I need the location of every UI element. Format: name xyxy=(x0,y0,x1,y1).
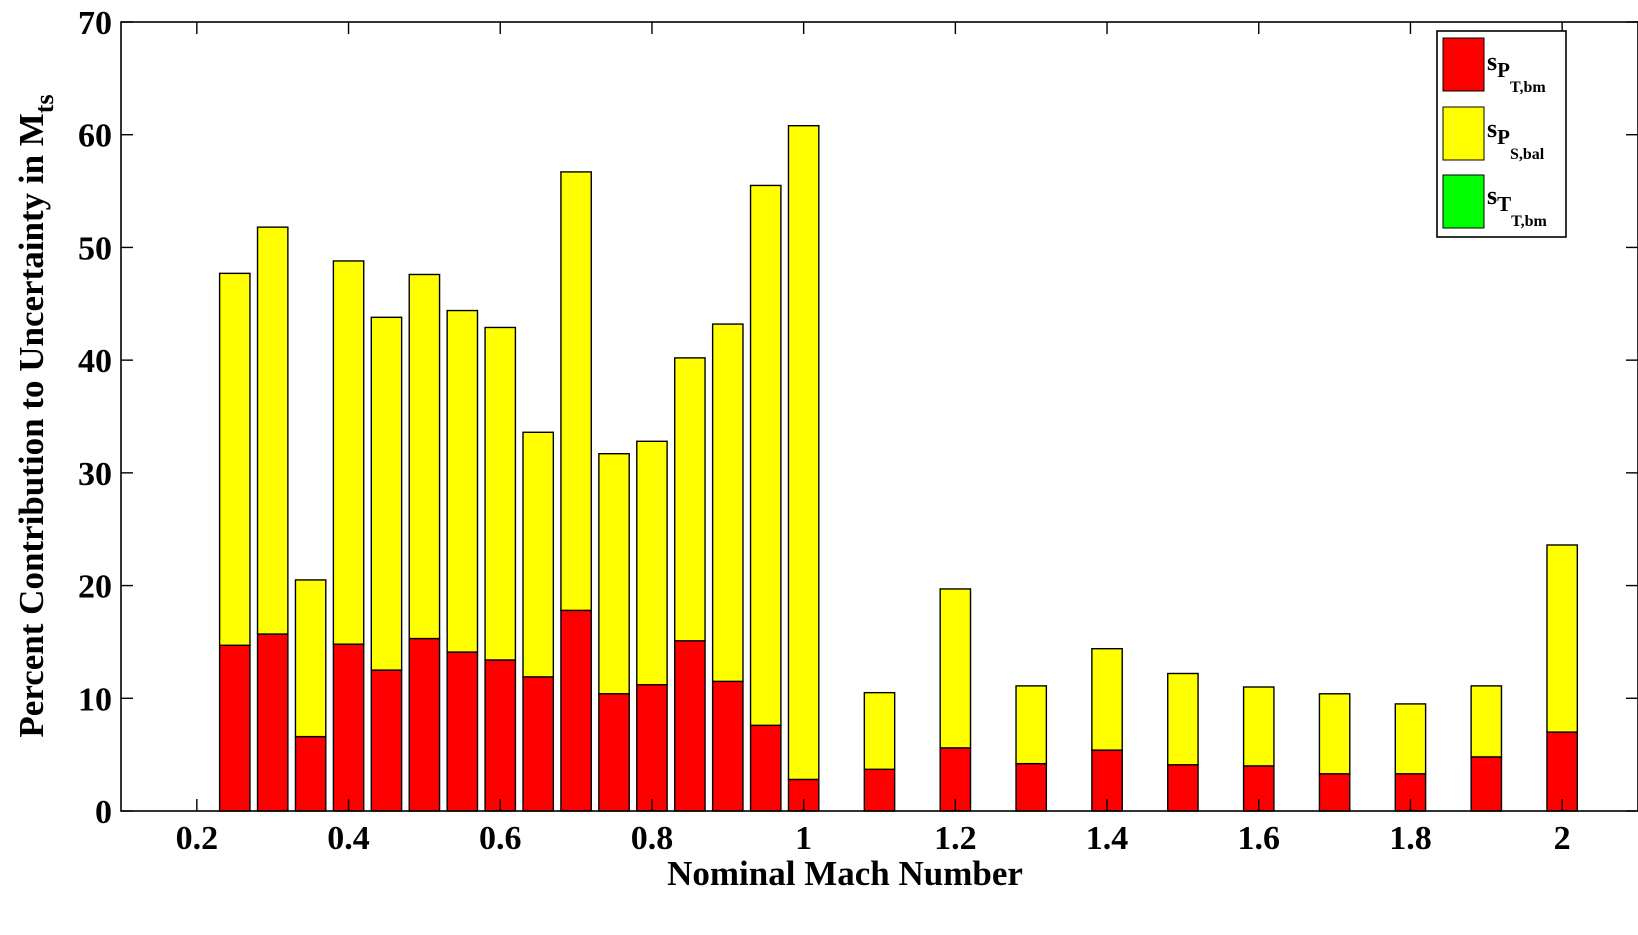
legend-item-2: sPS,bal xyxy=(1442,106,1545,163)
bar-segment-s1-15 xyxy=(749,724,782,812)
x-tick-label: 1.6 xyxy=(1238,820,1281,857)
y-tick-label: 60 xyxy=(78,118,112,155)
legend-label-1: sPT,bm xyxy=(1487,47,1546,96)
legend: sPT,bm sPS,bal sTT,bm xyxy=(1436,30,1567,238)
legend-item-3: sTT,bm xyxy=(1442,174,1548,230)
bar-segment-s2-17 xyxy=(863,691,896,771)
y-tick-label: 10 xyxy=(78,681,112,718)
y-axis-title: Percent Contribution to Uncertainty in M… xyxy=(12,94,59,737)
y-tick-label: 20 xyxy=(78,569,112,606)
bar-segment-s2-8 xyxy=(484,326,517,661)
y-tick-label: 0 xyxy=(95,794,112,831)
y-tick-label: 40 xyxy=(78,343,112,380)
bar-segment-s1-3 xyxy=(294,735,327,812)
x-tick-label: 1.2 xyxy=(934,820,977,857)
y-tick-label: 30 xyxy=(78,456,112,493)
y-tick-label: 70 xyxy=(78,5,112,42)
x-tick-labels: 0.2 0.4 0.6 0.8 1 1.2 1.4 1.6 1.8 2 xyxy=(176,820,1571,857)
bar-segment-s1-11 xyxy=(598,693,630,812)
bar-segment-s1-13 xyxy=(674,640,706,812)
y-axis-title-main: Percent Contribution to Uncertainty in M xyxy=(12,113,51,737)
bar-segment-s2-9 xyxy=(522,431,555,678)
bar-segment-s2-6 xyxy=(408,273,441,640)
bar-segment-s2-11 xyxy=(598,453,630,695)
legend-item-1: sPT,bm xyxy=(1442,37,1546,96)
bar-segment-s1-10 xyxy=(560,609,592,812)
legend-swatch-2 xyxy=(1442,106,1485,161)
bar-segment-s1-23 xyxy=(1318,773,1351,812)
x-tick-label: 1.4 xyxy=(1086,820,1129,857)
ticks-layer xyxy=(121,21,1638,812)
bar-segment-s1-21 xyxy=(1167,764,1199,812)
bar-segment-s1-17 xyxy=(863,768,896,812)
x-tick-label: 2 xyxy=(1554,820,1571,857)
y-tick-labels: 0 10 20 30 40 50 60 70 xyxy=(78,5,112,831)
bar-segment-s2-25 xyxy=(1470,685,1503,758)
bar-segment-s2-21 xyxy=(1167,672,1199,766)
bar-segment-s2-10 xyxy=(560,171,592,612)
x-tick-label: 0.6 xyxy=(479,820,522,857)
x-tick-label: 1 xyxy=(795,820,812,857)
bar-segment-s2-14 xyxy=(711,323,744,683)
bar-segment-s2-19 xyxy=(1015,685,1048,765)
bars-layer xyxy=(218,124,1579,812)
bar-segment-s1-6 xyxy=(408,637,441,812)
bar-segment-s2-13 xyxy=(674,357,706,642)
bar-segment-s2-22 xyxy=(1242,686,1275,767)
bar-segment-s2-1 xyxy=(218,272,251,647)
x-tick-label: 0.2 xyxy=(176,820,219,857)
bar-segment-s2-26 xyxy=(1546,544,1579,733)
legend-label-3: sTT,bm xyxy=(1487,181,1548,230)
bar-segment-s2-23 xyxy=(1318,693,1351,775)
bar-segment-s1-8 xyxy=(484,659,517,812)
x-axis-title: Nominal Mach Number xyxy=(667,854,1023,893)
bar-segment-s2-4 xyxy=(332,260,365,645)
y-tick-label: 50 xyxy=(78,230,112,267)
bar-segment-s1-14 xyxy=(711,680,744,812)
x-tick-label: 0.8 xyxy=(631,820,674,857)
bar-segment-s1-19 xyxy=(1015,762,1048,812)
bar-segment-s1-25 xyxy=(1470,756,1503,812)
bar-segment-s2-20 xyxy=(1091,647,1123,751)
bar-segment-s1-5 xyxy=(370,669,403,812)
bar-segment-s2-3 xyxy=(294,579,327,738)
bar-segment-s1-9 xyxy=(522,676,555,812)
bar-segment-s1-1 xyxy=(218,644,251,812)
bar-segment-s2-18 xyxy=(939,588,972,749)
legend-swatch-3 xyxy=(1442,174,1485,229)
bar-segment-s2-16 xyxy=(787,124,820,781)
bar-segment-s2-12 xyxy=(636,440,668,686)
bar-segment-s1-7 xyxy=(446,651,479,812)
bar-segment-s1-4 xyxy=(332,643,365,812)
bar-segment-s2-24 xyxy=(1394,703,1427,775)
bar-segment-s1-12 xyxy=(636,684,668,812)
plot-frame xyxy=(120,21,1638,812)
x-tick-label: 1.8 xyxy=(1389,820,1432,857)
bar-segment-s2-5 xyxy=(370,316,403,671)
bar-segment-s2-7 xyxy=(446,309,479,653)
bar-segment-s1-2 xyxy=(256,633,289,812)
legend-label-2: sPS,bal xyxy=(1487,114,1545,163)
bar-segment-s2-2 xyxy=(256,226,289,635)
x-tick-label: 0.4 xyxy=(327,820,370,857)
legend-swatch-1 xyxy=(1442,37,1485,92)
bar-segment-s1-20 xyxy=(1091,749,1123,812)
bar-segment-s2-15 xyxy=(749,184,782,727)
y-axis-title-sub: ts xyxy=(30,94,59,113)
